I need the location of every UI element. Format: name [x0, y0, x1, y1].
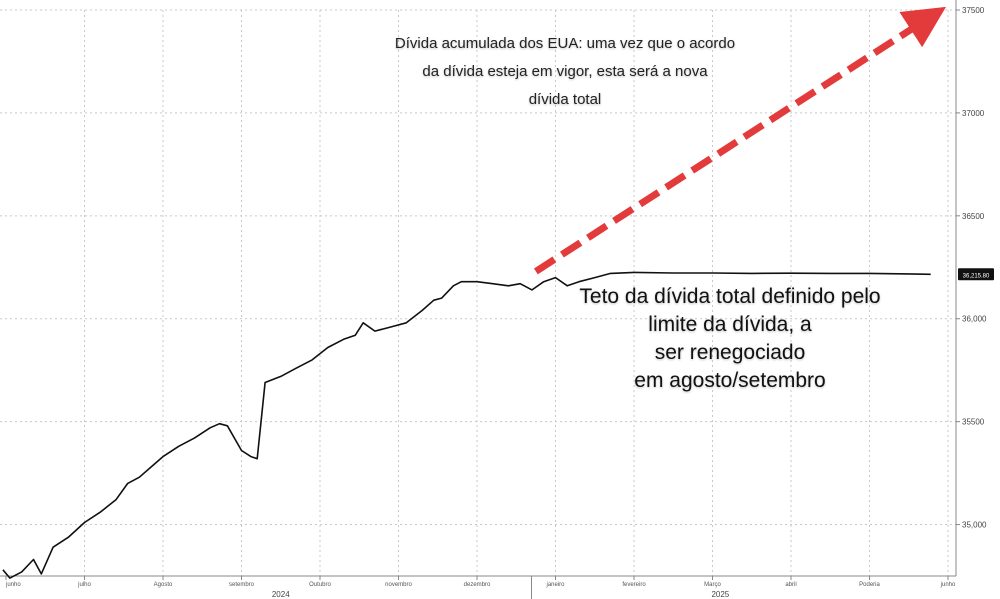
x-tick-label: janeiro — [545, 582, 565, 588]
x-tick-label: Agosto — [154, 582, 173, 588]
debt-series-line — [2, 271, 931, 579]
y-tick-label: 37500 — [962, 6, 985, 15]
x-tick-label: julho — [77, 582, 91, 588]
x-tick-label: junho — [940, 582, 956, 588]
y-tick-label: 37000 — [962, 109, 985, 118]
last-value-label: 36,215.80 — [963, 273, 990, 279]
annotation-line: Teto da dívida total definido pelo — [579, 285, 881, 308]
x-tick-label: junho — [5, 582, 21, 588]
annotation-line: Dívida acumulada dos EUA: uma vez que o … — [394, 35, 736, 52]
annotation-line: dívida total — [528, 91, 602, 108]
year-label: 2025 — [711, 590, 729, 599]
x-tick-label: fevereiro — [622, 582, 646, 588]
gridlines — [0, 9, 956, 576]
overlay-layer: 36,215.80 — [533, 6, 994, 281]
y-tick-label: 36500 — [962, 212, 985, 221]
year-label: 2024 — [272, 590, 290, 599]
annotation-accumulated-debt: Dívida acumulada dos EUA: uma vez que o … — [360, 30, 770, 114]
x-tick-label: Março — [704, 582, 721, 588]
projection-arrow — [533, 6, 947, 275]
y-tick-label: 35,000 — [962, 521, 987, 530]
y-tick-label: 35500 — [962, 418, 985, 427]
annotation-line: em agosto/setembro — [634, 369, 826, 392]
x-tick-label: Outubro — [309, 582, 331, 588]
annotation-debt-ceiling: Teto da dívida total definido pelo limit… — [560, 283, 900, 395]
annotation-line: limite da dívida, a — [648, 313, 812, 336]
x-tick-label: abril — [785, 582, 796, 588]
x-tick-label: Poderia — [859, 582, 880, 588]
x-tick-label: dezembro — [464, 582, 491, 588]
annotation-line: ser renegociado — [654, 341, 806, 364]
annotation-line: da dívida esteja em vigor, esta será a n… — [422, 63, 708, 80]
series-layer — [2, 271, 931, 579]
x-tick-label: novembro — [385, 582, 412, 588]
last-value-badge — [958, 268, 994, 281]
x-tick-label: setembro — [229, 582, 255, 588]
y-tick-label: 36,000 — [962, 315, 987, 324]
